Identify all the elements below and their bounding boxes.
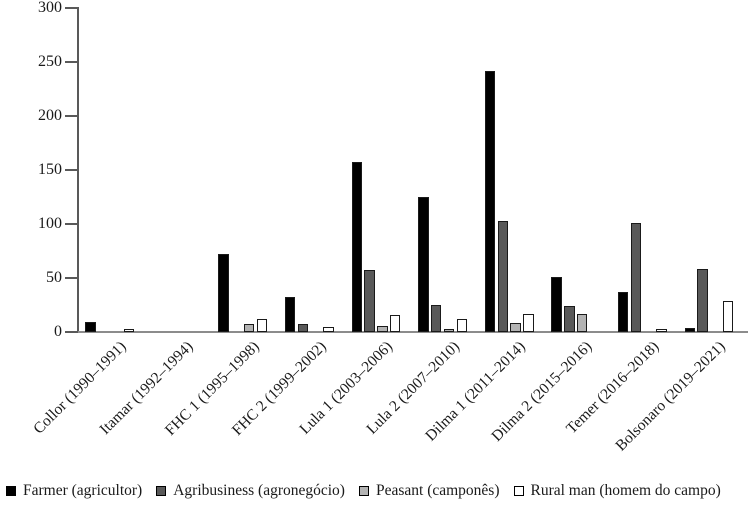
bar-farmer-10 [684, 327, 696, 332]
legend-label: Agribusiness (agronegócio) [173, 482, 345, 499]
bar-rural-9 [656, 328, 667, 332]
y-axis-tick [65, 277, 78, 279]
bar-rural-5 [389, 314, 401, 332]
x-axis-label-text: Bolsonaro (2019–2021) [612, 338, 730, 455]
y-axis-tick-label: 150 [38, 161, 62, 178]
y-axis-line [77, 7, 79, 333]
bar-peasant-6 [443, 328, 455, 332]
bar-farmer-8 [551, 276, 562, 332]
bar-agribusiness-9 [630, 222, 642, 332]
bar-farmer-5 [351, 162, 363, 332]
bar-peasant-7 [510, 323, 521, 332]
legend-label: Peasant (camponês) [375, 482, 500, 499]
bar-agribusiness-10 [697, 269, 708, 332]
bar-agribusiness-5 [364, 270, 375, 332]
y-axis-tick-label: 200 [38, 107, 62, 124]
chart-legend: Farmer (agricultor) Agribusiness (agroneg… [6, 482, 721, 500]
legend-item: Farmer (agricultor) [6, 482, 142, 500]
bar-rural-4 [323, 326, 334, 332]
legend-item: Peasant (camponês) [358, 482, 500, 500]
y-axis-tick [65, 61, 78, 63]
y-axis-tick-label: 50 [46, 269, 62, 286]
bar-peasant-3 [243, 324, 255, 332]
y-axis-tick [65, 115, 78, 117]
x-axis-line [77, 331, 748, 333]
legend-swatch [6, 486, 16, 496]
bar-peasant-8 [576, 313, 588, 332]
bar-farmer-3 [218, 254, 229, 332]
bar-peasant-5 [377, 325, 388, 332]
y-axis-tick-label: 250 [38, 53, 62, 70]
legend-swatch [358, 486, 369, 496]
bar-rural-1 [123, 328, 135, 332]
bar-farmer-6 [418, 197, 429, 332]
y-axis-tick-label: 300 [38, 0, 62, 16]
bar-agribusiness-8 [564, 306, 575, 332]
bar-rural-6 [456, 319, 468, 332]
y-axis-tick [65, 331, 78, 333]
bar-rural-3 [256, 319, 268, 332]
bar-rural-10 [722, 300, 734, 332]
legend-swatch [513, 486, 524, 496]
legend-item: Agribusiness (agronegócio) [156, 482, 345, 500]
bar-farmer-4 [284, 297, 296, 332]
bar-farmer-9 [617, 292, 629, 332]
bar-agribusiness-4 [297, 324, 309, 332]
y-axis-tick-label: 0 [54, 323, 62, 340]
legend-item: Rural man (homem do campo) [513, 482, 721, 500]
bar-agribusiness-6 [430, 305, 442, 332]
bar-farmer-7 [484, 70, 496, 332]
legend-swatch [156, 486, 167, 496]
bar-farmer-1 [85, 322, 96, 332]
bar-agribusiness-7 [497, 220, 509, 332]
y-axis-tick-label: 100 [38, 215, 62, 232]
y-axis-tick [65, 169, 78, 171]
legend-label: Farmer (agricultor) [23, 482, 143, 499]
y-axis-tick [65, 7, 78, 9]
legend-label: Rural man (homem do campo) [530, 482, 721, 499]
bar-rural-7 [523, 313, 534, 332]
y-axis-tick [65, 223, 78, 225]
